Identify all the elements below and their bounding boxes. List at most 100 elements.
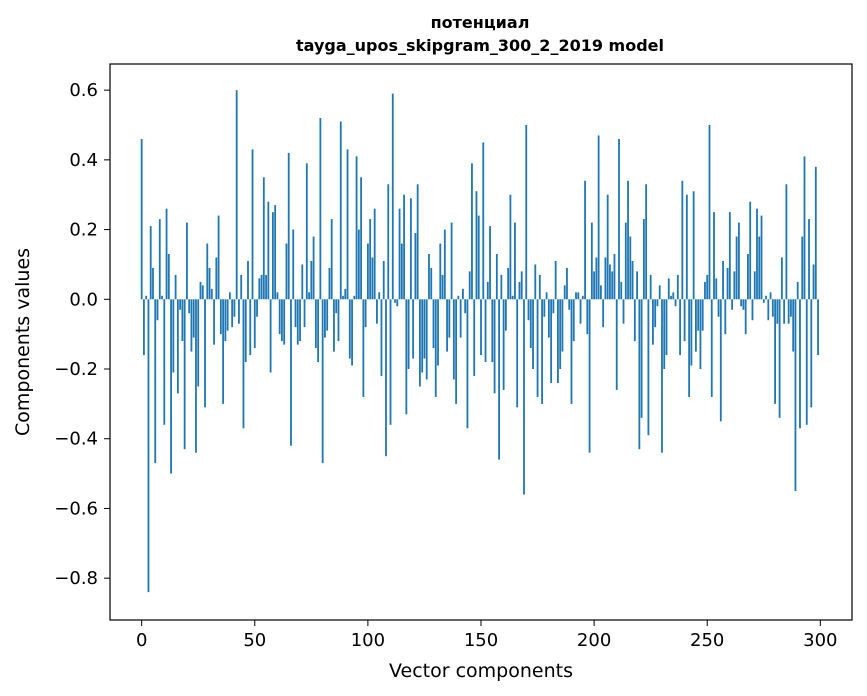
bar (364, 299, 367, 328)
bar (145, 295, 148, 300)
bar (335, 299, 338, 314)
bar (294, 299, 297, 328)
bar (543, 299, 546, 317)
bar (765, 295, 767, 300)
bar (287, 152, 290, 300)
bar (814, 166, 817, 300)
bar (278, 299, 281, 335)
bar (744, 299, 747, 335)
bar (516, 299, 519, 408)
bar (633, 299, 636, 342)
bar (407, 299, 410, 370)
y-tick-label: 0.0 (69, 289, 98, 310)
x-tick-label: 150 (464, 630, 498, 651)
bar (794, 299, 797, 492)
bar (484, 299, 487, 363)
bar (799, 299, 801, 429)
bar (527, 299, 530, 321)
bar (541, 299, 543, 404)
bar (231, 299, 234, 328)
bar (143, 299, 145, 356)
bar (303, 299, 306, 328)
bar (213, 299, 215, 345)
bar (455, 299, 458, 404)
bar (310, 260, 313, 300)
bar (667, 278, 670, 300)
bar (796, 281, 799, 300)
x-tick-label: 50 (243, 630, 266, 651)
bar (611, 271, 614, 300)
x-axis-label: Vector components (389, 660, 573, 682)
bar (400, 243, 403, 300)
bar (473, 299, 476, 376)
bar (489, 226, 491, 300)
bar (559, 299, 562, 370)
bar (674, 299, 677, 307)
bar (281, 299, 283, 342)
bar (371, 257, 374, 300)
bar (624, 222, 627, 300)
bar (676, 274, 679, 300)
bar (713, 212, 715, 300)
bar (308, 292, 310, 300)
bar (464, 299, 467, 314)
bar (362, 299, 365, 397)
bar (430, 267, 433, 300)
bar (749, 201, 752, 300)
bar (602, 299, 605, 328)
bar (658, 285, 661, 300)
bar (486, 281, 489, 300)
bar (188, 299, 191, 314)
bar (525, 125, 528, 300)
bar (728, 212, 731, 300)
bar (152, 267, 154, 300)
bar (260, 274, 263, 300)
bar (751, 299, 754, 321)
bar (208, 267, 211, 300)
bar (448, 299, 451, 338)
y-tick-label: −0.8 (54, 568, 98, 589)
bar (235, 90, 238, 300)
bar (740, 299, 743, 307)
bar (262, 177, 265, 300)
bar (201, 285, 204, 300)
bar (812, 264, 815, 300)
bar (785, 184, 788, 300)
bar (771, 299, 774, 317)
bar (360, 177, 363, 300)
bar (437, 299, 439, 366)
bar (547, 299, 550, 338)
bar (376, 299, 378, 324)
bar (710, 299, 713, 397)
bar (737, 222, 740, 300)
bar (780, 257, 783, 300)
bar (695, 299, 697, 352)
bar (414, 233, 417, 300)
bar (672, 292, 675, 300)
bar (518, 281, 521, 300)
bar (500, 274, 503, 300)
bar (645, 184, 648, 300)
bar (767, 299, 770, 321)
y-axis-ticks: −0.8 −0.6 −0.4 −0.2 0.0 0.2 0.4 0.6 (54, 80, 110, 589)
bar (296, 299, 299, 345)
chart-title-group: потенциал tayga_upos_skipgram_300_2_2019… (296, 13, 664, 55)
bar (226, 299, 229, 331)
bar (597, 135, 600, 300)
bar (699, 299, 702, 370)
bar (679, 299, 681, 356)
bar (258, 278, 261, 300)
bar (697, 299, 700, 331)
bar (588, 299, 591, 453)
bar (215, 257, 218, 300)
bar (753, 271, 756, 300)
bar (731, 299, 734, 310)
bar (299, 299, 301, 342)
bar (534, 264, 537, 300)
x-tick-label: 0 (136, 630, 147, 651)
bar (615, 299, 618, 390)
bar (351, 299, 353, 366)
bar (801, 236, 804, 300)
bar (348, 299, 351, 359)
